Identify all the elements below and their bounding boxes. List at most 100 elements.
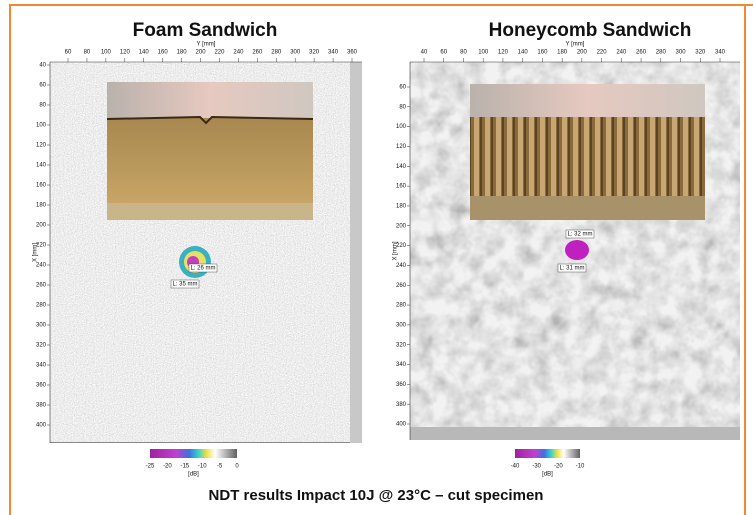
colorbar-tick-label: -40 xyxy=(511,464,520,470)
x-tick-label: 260 xyxy=(396,283,407,289)
y-tick-label: 320 xyxy=(695,50,706,56)
y-tick-label: 240 xyxy=(233,50,244,56)
panel-title: Foam Sandwich xyxy=(133,20,278,41)
y-tick-label: 180 xyxy=(177,50,188,56)
y-tick-label: 80 xyxy=(460,50,467,56)
x-tick-label: 340 xyxy=(36,363,47,369)
x-tick-label: 100 xyxy=(396,124,407,130)
colorbar-unit: [dB] xyxy=(542,472,553,478)
y-tick-label: 60 xyxy=(65,50,72,56)
photo-honeycomb xyxy=(470,117,705,197)
x-tick-label: 260 xyxy=(36,283,47,289)
scan-edge xyxy=(350,62,362,443)
y-tick-label: 180 xyxy=(557,50,568,56)
x-tick-label: 300 xyxy=(36,323,47,329)
measurement-label: L: 31 mm xyxy=(559,266,584,272)
figure: NDT results Impact 10J @ 23°C – cut spec… xyxy=(0,0,753,515)
colorbar-tick-label: -30 xyxy=(532,464,541,470)
x-tick-label: 140 xyxy=(36,163,47,169)
x-tick-label: 400 xyxy=(396,422,407,428)
x-tick-label: 80 xyxy=(399,104,406,110)
x-tick-label: 240 xyxy=(396,263,407,269)
x-tick-label: 200 xyxy=(396,223,407,229)
y-tick-label: 360 xyxy=(347,50,358,56)
y-axis-label: Y [mm] xyxy=(566,42,585,48)
colorbar-tick-label: -10 xyxy=(198,464,207,470)
x-tick-label: 60 xyxy=(399,85,406,91)
x-tick-label: 120 xyxy=(396,144,407,150)
colorbar-unit: [dB] xyxy=(188,472,199,478)
measurement-label: L: 35 mm xyxy=(172,282,197,288)
y-tick-label: 80 xyxy=(84,50,91,56)
scan-left xyxy=(50,62,362,458)
y-tick-label: 240 xyxy=(616,50,627,56)
x-tick-label: 360 xyxy=(396,382,407,388)
y-tick-label: 340 xyxy=(715,50,726,56)
measurement-label: L: 32 mm xyxy=(567,232,592,238)
y-tick-label: 120 xyxy=(120,50,131,56)
x-tick-label: 380 xyxy=(36,403,47,409)
y-tick-label: 160 xyxy=(158,50,169,56)
y-tick-label: 300 xyxy=(290,50,301,56)
y-tick-label: 140 xyxy=(518,50,529,56)
x-tick-label: 280 xyxy=(36,303,47,309)
colorbar-tick-label: 0 xyxy=(235,464,239,470)
x-tick-label: 300 xyxy=(396,322,407,328)
defect-core xyxy=(565,240,589,260)
y-tick-label: 60 xyxy=(440,50,447,56)
scan-edge xyxy=(410,427,740,440)
colorbar-tick-label: -25 xyxy=(146,464,155,470)
colorbar-tick-label: -20 xyxy=(554,464,563,470)
colorbar xyxy=(515,449,580,458)
x-tick-label: 180 xyxy=(396,204,407,210)
y-tick-label: 100 xyxy=(478,50,489,56)
y-tick-label: 280 xyxy=(656,50,667,56)
photo-foam xyxy=(107,118,313,203)
x-tick-label: 320 xyxy=(396,342,407,348)
x-tick-label: 100 xyxy=(36,123,47,129)
y-tick-label: 300 xyxy=(676,50,687,56)
x-tick-label: 200 xyxy=(36,223,47,229)
y-tick-label: 260 xyxy=(636,50,647,56)
colorbar-tick-label: -20 xyxy=(163,464,172,470)
x-tick-label: 160 xyxy=(396,184,407,190)
scan-right xyxy=(410,62,740,458)
y-tick-label: 260 xyxy=(252,50,263,56)
y-tick-label: 200 xyxy=(196,50,207,56)
x-tick-label: 280 xyxy=(396,303,407,309)
y-tick-label: 140 xyxy=(139,50,150,56)
y-tick-label: 40 xyxy=(421,50,428,56)
x-tick-label: 160 xyxy=(36,183,47,189)
colorbar-tick-label: -10 xyxy=(576,464,585,470)
measurement-label: L: 26 mm xyxy=(190,266,215,272)
colorbar xyxy=(150,449,237,458)
colorbar-tick-label: -5 xyxy=(217,464,223,470)
panel-title: Honeycomb Sandwich xyxy=(489,20,692,41)
photo-top xyxy=(470,84,705,118)
y-tick-label: 320 xyxy=(309,50,320,56)
x-tick-label: 60 xyxy=(39,83,46,89)
x-tick-label: 120 xyxy=(36,143,47,149)
x-tick-label: 400 xyxy=(36,423,47,429)
x-tick-label: 220 xyxy=(396,243,407,249)
y-tick-label: 120 xyxy=(498,50,509,56)
colorbar-tick-label: -15 xyxy=(180,464,189,470)
y-axis-label: Y [mm] xyxy=(197,42,216,48)
y-tick-label: 100 xyxy=(101,50,112,56)
y-tick-label: 220 xyxy=(214,50,225,56)
x-tick-label: 240 xyxy=(36,263,47,269)
x-tick-label: 40 xyxy=(39,63,46,69)
x-tick-label: 220 xyxy=(36,243,47,249)
photo-ruler xyxy=(107,203,313,220)
caption: NDT results Impact 10J @ 23°C – cut spec… xyxy=(209,487,544,504)
x-tick-label: 140 xyxy=(396,164,407,170)
photo-top xyxy=(107,82,313,120)
x-tick-label: 80 xyxy=(39,103,46,109)
y-tick-label: 340 xyxy=(328,50,339,56)
x-tick-label: 180 xyxy=(36,203,47,209)
y-tick-label: 160 xyxy=(537,50,548,56)
y-tick-label: 220 xyxy=(597,50,608,56)
x-tick-label: 320 xyxy=(36,343,47,349)
y-tick-label: 280 xyxy=(271,50,282,56)
y-tick-label: 200 xyxy=(577,50,588,56)
